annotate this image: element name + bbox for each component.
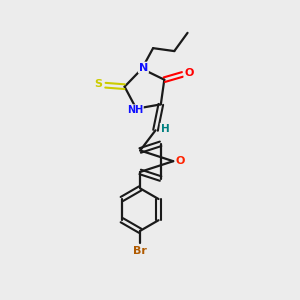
Text: O: O xyxy=(184,68,194,78)
Text: Br: Br xyxy=(133,245,147,256)
Text: H: H xyxy=(160,124,169,134)
Text: NH: NH xyxy=(127,105,143,115)
Text: S: S xyxy=(94,79,102,89)
Text: N: N xyxy=(139,63,148,73)
Text: O: O xyxy=(176,156,185,166)
